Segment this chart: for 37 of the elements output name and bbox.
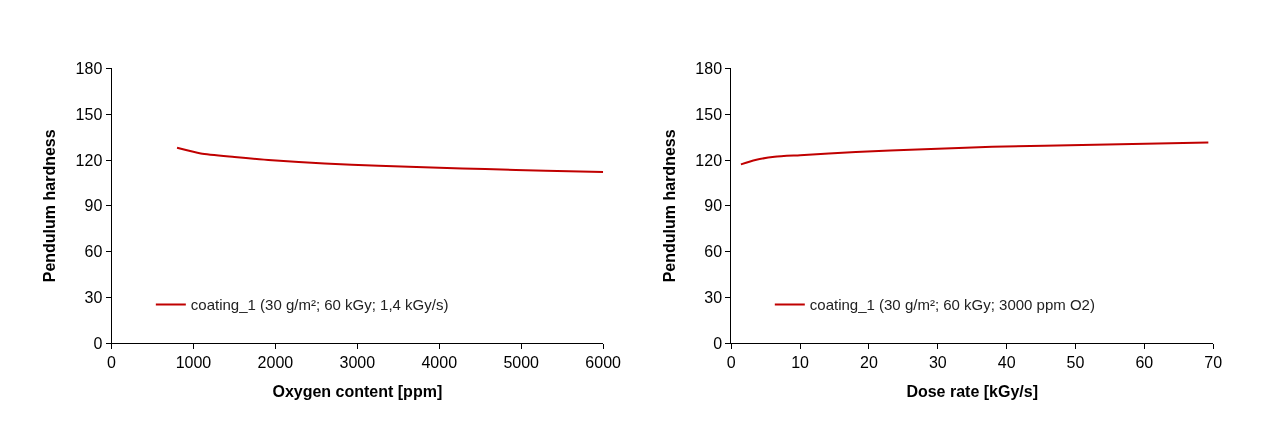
- line-series: [176, 146, 604, 174]
- x-tick-label: 5000: [503, 354, 540, 372]
- x-tick-label: 60: [1135, 354, 1154, 372]
- x-tick-label: 10: [791, 354, 810, 372]
- y-tick-label: 90: [704, 197, 723, 215]
- x-tick-label: 20: [860, 354, 878, 372]
- y-tick-label: 180: [75, 60, 103, 78]
- x-tick-label: 30: [928, 354, 947, 372]
- y-tick-label: 60: [704, 243, 723, 261]
- x-tick-label: 70: [1204, 354, 1223, 372]
- y-tick-label: 0: [713, 334, 723, 352]
- y-tick-label: 120: [695, 151, 723, 169]
- y-tick-label: 0: [93, 334, 103, 352]
- y-axis-title: Pendulum hardness: [41, 129, 59, 283]
- y-tick-label: 180: [695, 60, 723, 78]
- x-tick-label: 0: [726, 354, 736, 372]
- y-tick-label: 30: [704, 289, 723, 307]
- y-tick-label: 30: [84, 289, 103, 307]
- x-axis-title: Oxygen content [ppm]: [272, 383, 443, 401]
- legend-label: coating_1 (30 g/m²; 60 kGy; 3000 ppm O2): [809, 296, 1095, 314]
- x-tick-label: 40: [997, 354, 1016, 372]
- x-tick-label: 1000: [175, 354, 212, 372]
- x-tick-label: 4000: [421, 354, 458, 372]
- line-series: [739, 141, 1210, 166]
- legend-label: coating_1 (30 g/m²; 60 kGy; 1,4 kGy/s): [190, 296, 449, 314]
- x-tick-label: 0: [107, 354, 117, 372]
- x-tick-label: 50: [1066, 354, 1085, 372]
- y-tick-label: 150: [75, 105, 103, 123]
- y-tick-label: 120: [75, 151, 103, 169]
- x-tick-label: 3000: [339, 354, 376, 372]
- y-axis-title: Pendulum hardness: [661, 129, 679, 283]
- y-tick-label: 60: [84, 243, 103, 261]
- y-tick-label: 150: [695, 105, 723, 123]
- x-tick-label: 6000: [585, 354, 622, 372]
- y-tick-label: 90: [84, 197, 103, 215]
- x-tick-label: 2000: [257, 354, 294, 372]
- x-axis-title: Dose rate [kGy/s]: [906, 383, 1039, 401]
